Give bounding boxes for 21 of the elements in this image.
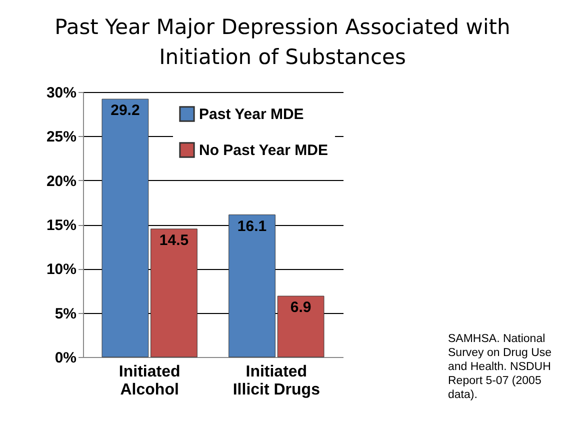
- text: SAMHSA. National Survey on Drug Use and Health. NSDUH Report 5-07 (2005 data).: [448, 332, 553, 402]
- bar: [277, 296, 324, 358]
- bar: [228, 214, 276, 358]
- data-label: 16.1: [237, 218, 267, 235]
- y-tick-label: 15%: [46, 217, 76, 234]
- y-tick-label: 0%: [54, 350, 76, 366]
- data-label: 6.9: [290, 299, 312, 316]
- y-tick-label: 10%: [46, 261, 76, 278]
- y-tick-label: 30%: [46, 84, 76, 102]
- bar: [102, 98, 149, 358]
- y-tick-label: 25%: [46, 128, 76, 146]
- y-tick-label: 20%: [46, 172, 76, 190]
- x-tick-label: Initiated Illicit Drugs: [232, 364, 320, 398]
- x-tick-label: Initiated Alcohol: [118, 364, 180, 398]
- data-label: 14.5: [159, 232, 189, 249]
- chart-title: Past Year Major Depression Associated with Initiation of Substances: [54, 14, 512, 71]
- bar: [150, 228, 198, 358]
- legend-label: No Past Year MDE: [199, 142, 328, 159]
- data-label: 29.2: [110, 102, 140, 120]
- legend-label: Past Year MDE: [199, 106, 304, 123]
- y-tick-label: 5%: [54, 305, 76, 322]
